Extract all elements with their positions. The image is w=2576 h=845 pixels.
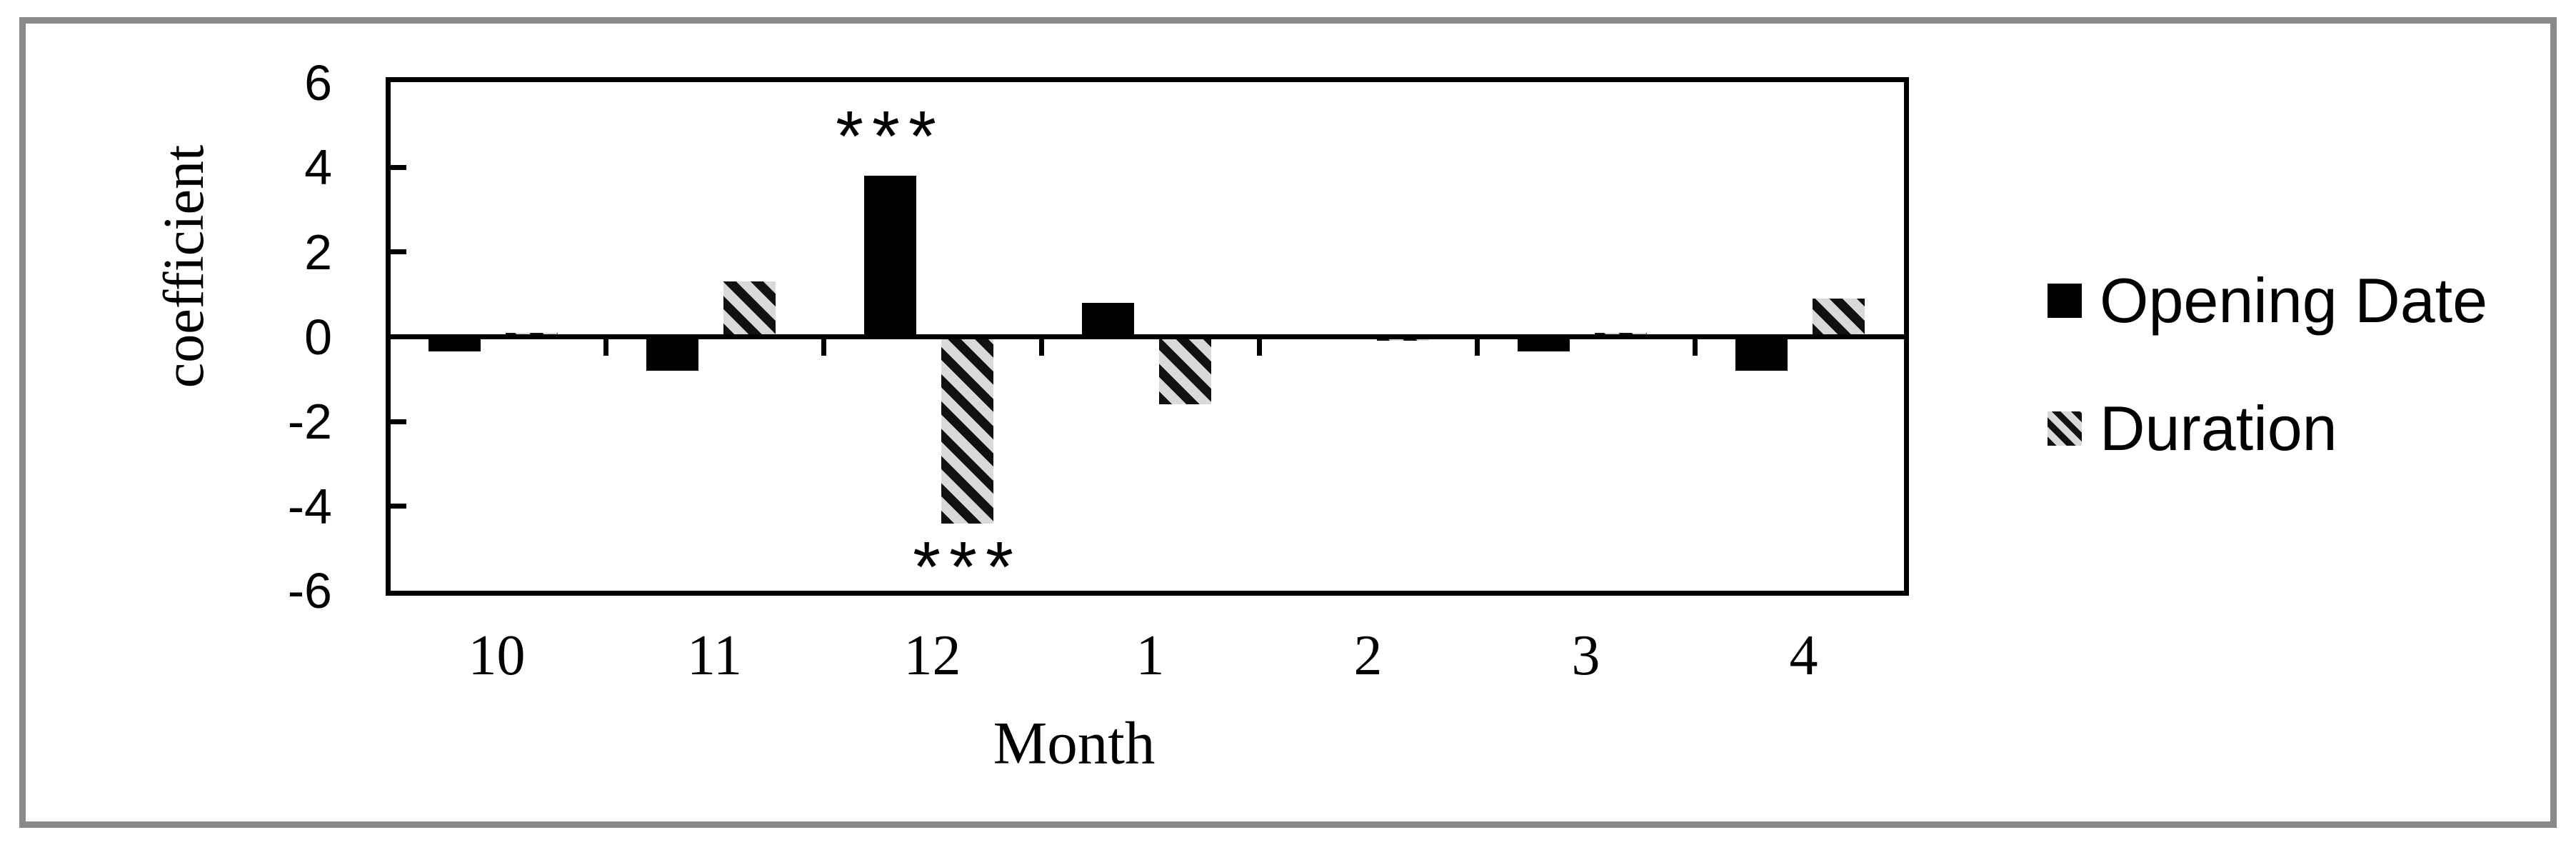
x-axis-tick [603, 336, 608, 356]
y-tick-label: 6 [304, 54, 332, 111]
y-axis-tick [391, 419, 406, 424]
bar-opening-date-m10 [429, 336, 481, 352]
x-axis-tick [1038, 336, 1044, 356]
bar-opening-date-m3 [1518, 336, 1570, 352]
bar-opening-date-m4 [1735, 336, 1788, 371]
y-axis-tick [391, 504, 406, 509]
y-tick-label: 0 [304, 309, 332, 365]
legend-label: Opening Date [2100, 265, 2488, 336]
x-axis-tick [1474, 336, 1480, 356]
x-axis-tick [1256, 336, 1262, 356]
y-tick-label: -4 [287, 478, 332, 534]
bar-duration-m11 [723, 281, 776, 337]
legend-item-duration: Duration [2048, 397, 2487, 460]
y-axis-tick [391, 249, 406, 255]
x-axis-tick [821, 336, 826, 356]
x-tick-label: 2 [1353, 624, 1383, 687]
x-axis-zero-line [388, 334, 1907, 339]
y-axis-tick [391, 164, 406, 170]
bar-duration-m12 [941, 336, 993, 524]
x-tick-label: 4 [1789, 624, 1818, 687]
y-axis-title: coefficient [153, 144, 216, 389]
bar-duration-m1 [1159, 336, 1211, 405]
significance-annotation: *** [836, 96, 945, 177]
legend-label: Duration [2100, 393, 2337, 464]
x-axis-title: Month [993, 709, 1156, 777]
x-tick-label: 11 [686, 624, 743, 687]
bar-opening-date-m12 [864, 176, 916, 337]
legend: Opening Date Duration [2048, 269, 2487, 525]
x-axis-tick [1692, 336, 1698, 356]
legend-marker-hatch [2048, 411, 2082, 446]
bar-opening-date-m1 [1082, 303, 1134, 337]
x-tick-label: 12 [903, 624, 961, 687]
x-tick-label: 3 [1571, 624, 1600, 687]
legend-item-opening-date: Opening Date [2048, 269, 2487, 332]
significance-annotation: *** [913, 526, 1022, 607]
bar-duration-m4 [1813, 299, 1865, 337]
y-tick-label: 2 [304, 224, 332, 280]
y-tick-label: -6 [287, 563, 332, 619]
bar-opening-date-m11 [646, 336, 698, 371]
y-tick-label: 4 [304, 139, 332, 196]
y-tick-label: -2 [287, 394, 332, 450]
figure-border [19, 17, 2557, 828]
x-tick-label: 10 [468, 624, 526, 687]
x-tick-label: 1 [1136, 624, 1165, 687]
legend-marker-solid [2048, 284, 2082, 318]
